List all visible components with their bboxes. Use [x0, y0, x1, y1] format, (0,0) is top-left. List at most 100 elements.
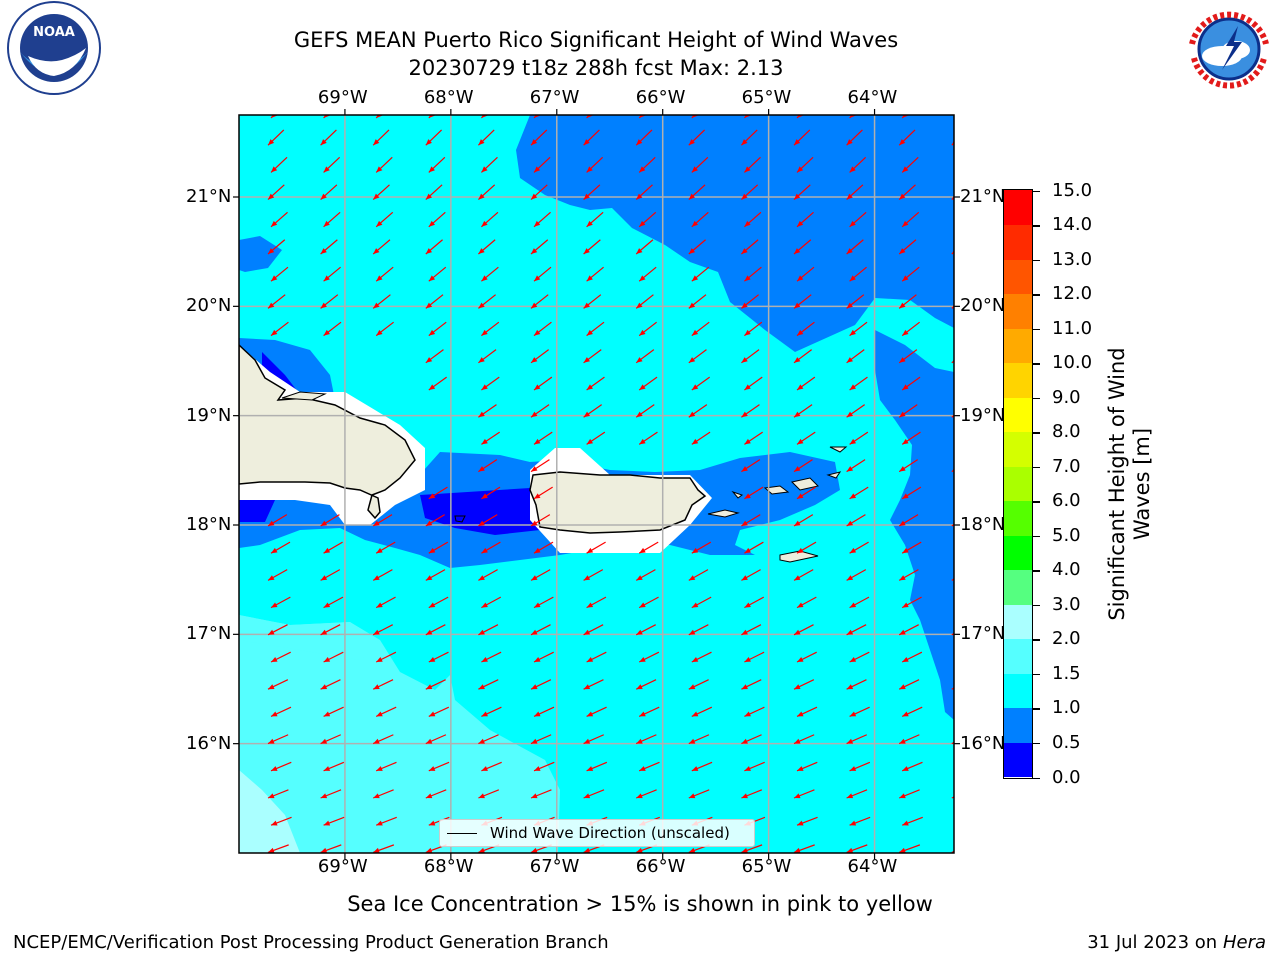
- wind-wave-arrow: [425, 129, 443, 146]
- wind-wave-arrow: [533, 541, 554, 554]
- wind-wave-arrow: [955, 817, 976, 825]
- wind-wave-arrow: [533, 651, 554, 663]
- wind-wave-arrow: [481, 211, 499, 228]
- wind-wave-arrow: [267, 624, 288, 636]
- colorbar-tick-label: 12.0: [1052, 283, 1093, 305]
- wind-wave-arrow: [323, 266, 341, 282]
- wind-wave-arrow: [691, 431, 711, 445]
- wind-wave-arrow: [425, 624, 446, 636]
- wind-wave-arrow: [901, 651, 923, 663]
- wind-wave-arrow: [323, 816, 345, 826]
- wind-wave-arrow: [901, 156, 919, 173]
- wind-wave-arrow: [586, 156, 604, 173]
- wind-wave-arrow: [267, 569, 288, 581]
- wind-wave-arrow: [270, 321, 289, 337]
- wind-wave-arrow: [691, 541, 712, 554]
- wind-wave-arrow: [688, 679, 709, 690]
- wind-wave-arrow: [849, 706, 870, 717]
- wind-wave-arrow: [533, 156, 551, 173]
- wind-wave-arrow: [267, 844, 289, 853]
- wind-wave-arrow: [740, 129, 758, 146]
- wind-wave-arrow: [638, 651, 660, 663]
- colorbar-tick: [1033, 432, 1040, 434]
- land-puerto-rico: [529, 471, 707, 534]
- wind-wave-arrow: [533, 761, 555, 772]
- colorbar-tick: [1033, 294, 1040, 296]
- wind-wave-arrow: [744, 266, 762, 282]
- colorbar-tick: [1033, 328, 1040, 331]
- wind-wave-arrow: [898, 459, 918, 473]
- wind-wave-arrow: [481, 651, 502, 663]
- colorbar-tick: [1033, 397, 1040, 400]
- colorbar-tick-label: 11.0: [1052, 317, 1093, 339]
- wind-wave-arrow: [846, 789, 868, 799]
- wind-wave-arrow: [638, 156, 656, 173]
- wind-wave-arrow: [793, 514, 814, 527]
- wind-wave-arrow: [849, 266, 867, 282]
- wind-wave-arrow: [478, 294, 496, 309]
- wind-wave-arrow: [375, 156, 393, 173]
- wind-wave-arrow: [796, 816, 818, 826]
- colorbar-segment: [1004, 224, 1032, 260]
- wind-wave-arrow: [583, 404, 603, 418]
- wind-wave-arrow: [320, 789, 342, 799]
- wind-wave-arrow: [846, 239, 864, 255]
- wind-wave-arrow: [638, 211, 657, 228]
- wind-wave-arrow: [478, 514, 498, 527]
- wind-wave-arrow: [638, 761, 660, 772]
- wind-wave-arrow: [796, 651, 817, 663]
- wind-wave-arrow: [478, 404, 497, 418]
- wind-wave-arrow: [849, 486, 869, 500]
- wind-wave-arrow: [583, 129, 600, 146]
- wind-wave-arrow: [480, 156, 498, 173]
- wind-wave-arrow: [478, 789, 500, 799]
- wind-wave-arrow: [955, 102, 971, 118]
- colorbar-tick: [1033, 190, 1040, 192]
- wind-wave-arrow: [372, 624, 394, 636]
- lat-tick-label: 19°N: [186, 404, 232, 426]
- wind-wave-arrow: [955, 762, 975, 771]
- wind-wave-arrow: [901, 761, 923, 772]
- wind-wave-arrow: [320, 129, 337, 146]
- wind-wave-arrow: [741, 459, 761, 473]
- colorbar-segment: [1004, 431, 1032, 467]
- wind-wave-arrow: [955, 322, 972, 335]
- wind-wave-arrows: [267, 102, 976, 853]
- colorbar-tick: [1033, 466, 1040, 469]
- land-tortuga: [281, 391, 327, 401]
- wind-wave-arrow: [846, 294, 865, 309]
- wind-wave-arrow: [793, 679, 815, 690]
- wind-wave-arrow: [898, 624, 920, 636]
- wind-wave-arrow: [691, 761, 713, 772]
- wind-wave-arrow: [586, 761, 608, 772]
- wind-wave-arrow: [898, 679, 920, 690]
- lat-tick-label: 17°N: [960, 623, 1006, 645]
- wind-wave-arrow: [849, 541, 869, 554]
- wind-wave-arrow: [796, 321, 815, 337]
- lon-tick-label: 66°W: [635, 87, 686, 108]
- wind-wave-arrow: [849, 651, 870, 663]
- wind-wave-arrow: [793, 349, 813, 364]
- wind-wave-arrow: [533, 321, 552, 337]
- land-st-thomas: [763, 485, 790, 495]
- wind-wave-arrow: [743, 156, 761, 173]
- wind-wave-arrow: [583, 679, 604, 690]
- wind-wave-arrow: [320, 679, 341, 690]
- wind-wave-arrow: [898, 514, 919, 527]
- wind-wave-arrow: [425, 789, 447, 799]
- wind-wave-arrow: [372, 239, 391, 255]
- colorbar-segment: [1004, 638, 1032, 674]
- colorbar-tick-label: 3.0: [1052, 593, 1081, 615]
- wind-wave-arrow: [635, 734, 657, 745]
- lat-tick-label: 20°N: [186, 295, 232, 317]
- wind-wave-arrow: [744, 376, 763, 391]
- wind-wave-arrow: [267, 679, 289, 690]
- wind-wave-arrow: [428, 706, 450, 717]
- wind-wave-arrow: [741, 624, 762, 636]
- legend-line-swatch: [447, 833, 477, 834]
- wind-wave-arrow: [688, 404, 708, 418]
- colorbar-tick-label: 2.0: [1052, 628, 1081, 650]
- wind-wave-arrow: [793, 734, 815, 745]
- wind-wave-arrow: [428, 761, 450, 772]
- colorbar-tick: [1033, 259, 1040, 262]
